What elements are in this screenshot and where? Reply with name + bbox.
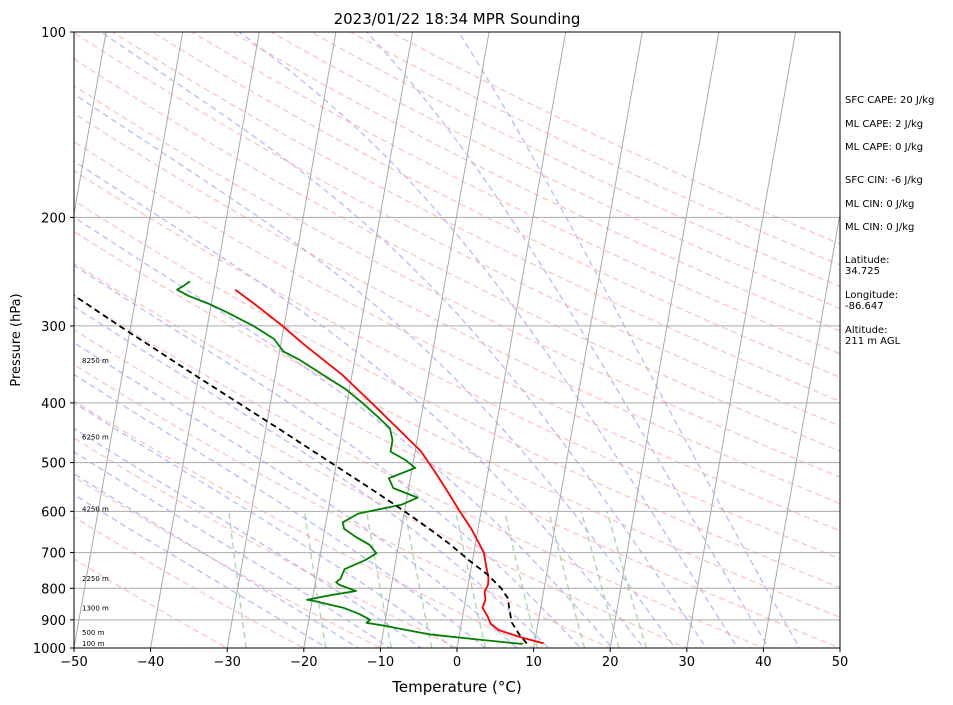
moist-adiabat-line <box>238 32 739 648</box>
x-tick-label: −30 <box>213 655 240 670</box>
isotherm-line <box>456 32 567 648</box>
dry-adiabat-line <box>74 140 840 532</box>
moist-adiabat-line <box>74 305 550 648</box>
isotherm-line <box>533 32 643 648</box>
dewpoint-profile <box>176 280 523 645</box>
moist-adiabat-line <box>74 373 487 648</box>
y-axis-label: Pressure (hPa) <box>9 293 24 386</box>
ml-cape-text-2: ML CAPE: 0 J/kg <box>845 142 924 153</box>
dry-adiabat-line <box>74 58 840 452</box>
x-tick-label: 20 <box>602 655 619 670</box>
height-label: 6250 m <box>82 433 109 441</box>
height-label: 8250 m <box>82 357 109 365</box>
isotherm-line <box>74 32 184 648</box>
height-label: 4250 m <box>82 506 109 514</box>
ml-cin-text: ML CIN: 0 J/kg <box>845 199 915 210</box>
y-tick-label: 700 <box>41 547 66 562</box>
isotherm-line <box>303 32 413 648</box>
latitude-label: Latitude: <box>845 255 890 266</box>
y-tick-label: 1000 <box>33 642 66 657</box>
x-tick-label: 40 <box>755 655 772 670</box>
height-labels: 100 m 500 m 1300 m 2250 m 4250 m 6250 m 8250 m <box>82 357 109 648</box>
dry-adiabat-line <box>112 32 840 403</box>
x-axis-label: Temperature (°C) <box>391 678 521 696</box>
moist-adiabat-line <box>74 264 582 648</box>
isobars <box>74 32 840 648</box>
longitude-label: Longitude: <box>845 290 899 301</box>
isotherms <box>74 32 840 648</box>
x-axis-ticks: −50 −40 −30 −20 −10 0 10 20 30 40 50 <box>60 648 848 670</box>
y-tick-label: 500 <box>41 457 66 472</box>
y-tick-label: 100 <box>41 26 66 41</box>
dry-adiabat-line <box>74 84 840 478</box>
isotherm-line <box>226 32 337 648</box>
y-axis-ticks: 1000 900 800 700 600 500 400 300 200 100 <box>33 26 74 657</box>
chart-title: 2023/01/22 18:34 MPR Sounding <box>334 10 581 28</box>
y-tick-label: 400 <box>41 397 66 412</box>
dry-adiabat-line <box>74 199 840 589</box>
parcel-profile <box>74 294 528 644</box>
height-label: 2250 m <box>82 575 109 583</box>
moist-adiabat-line <box>74 451 391 648</box>
isotherm-line <box>686 32 796 648</box>
height-label: 500 m <box>82 629 105 637</box>
height-label: 100 m <box>82 640 105 648</box>
y-tick-label: 300 <box>41 320 66 335</box>
moist-adiabat-line <box>458 32 801 648</box>
dry-adiabat-line <box>74 516 306 648</box>
isotherm-line <box>150 32 260 648</box>
altitude-label: Altitude: <box>845 325 888 336</box>
y-tick-label: 800 <box>41 582 66 597</box>
y-tick-label: 900 <box>41 614 66 629</box>
dry-adiabat-line <box>231 32 840 332</box>
ml-cape-text: ML CAPE: 2 J/kg <box>845 119 924 130</box>
dry-adiabat-line <box>74 170 840 560</box>
moist-adiabat-line <box>74 427 423 648</box>
isotherm-line <box>609 32 720 648</box>
background-lines <box>74 32 840 648</box>
height-label: 1300 m <box>82 604 109 612</box>
dry-adiabat-line <box>191 32 840 355</box>
ml-cin-text-2: ML CIN: 0 J/kg <box>845 222 915 233</box>
dry-adiabat-line <box>74 399 536 648</box>
x-tick-label: 0 <box>453 655 461 670</box>
x-tick-label: 10 <box>525 655 542 670</box>
isotherm-line <box>762 211 840 648</box>
dry-adiabat-line <box>74 262 840 648</box>
dry-adiabats <box>74 32 840 648</box>
dry-adiabat-line <box>74 363 612 648</box>
dry-adiabat-line <box>74 230 840 619</box>
sfc-cin-text: SFC CIN: -6 J/kg <box>845 175 923 186</box>
moist-adiabat-line <box>74 93 676 648</box>
moist-adiabat-line <box>74 401 455 648</box>
y-tick-label: 200 <box>41 211 66 226</box>
dry-adiabat-line <box>74 476 382 648</box>
moist-adiabat-line <box>74 341 518 648</box>
profiles <box>74 280 544 645</box>
longitude-value: -86.647 <box>845 301 884 312</box>
moist-adiabat-line <box>100 32 708 648</box>
temperature-profile <box>234 288 544 645</box>
dry-adiabat-line <box>74 295 766 648</box>
x-tick-label: −20 <box>290 655 317 670</box>
x-tick-label: −40 <box>137 655 164 670</box>
moist-adiabat-line <box>366 32 770 648</box>
x-tick-label: 30 <box>679 655 696 670</box>
x-tick-label: −10 <box>367 655 394 670</box>
isotherm-line <box>74 32 107 217</box>
x-tick-label: −50 <box>60 655 87 670</box>
latitude-value: 34.725 <box>845 266 880 277</box>
altitude-value: 211 m AGL <box>845 336 901 347</box>
sounding-indices-panel: SFC CAPE: 20 J/kg ML CAPE: 2 J/kg ML CAP… <box>845 0 953 705</box>
moist-adiabat-line <box>74 493 328 648</box>
y-tick-label: 600 <box>41 505 66 520</box>
x-tick-label: 50 <box>832 655 849 670</box>
moist-adiabat-line <box>74 216 614 648</box>
dry-adiabat-line <box>310 32 840 288</box>
isotherm-line <box>379 32 490 648</box>
moist-adiabats <box>74 32 801 648</box>
sfc-cape-text: SFC CAPE: 20 J/kg <box>845 95 935 106</box>
